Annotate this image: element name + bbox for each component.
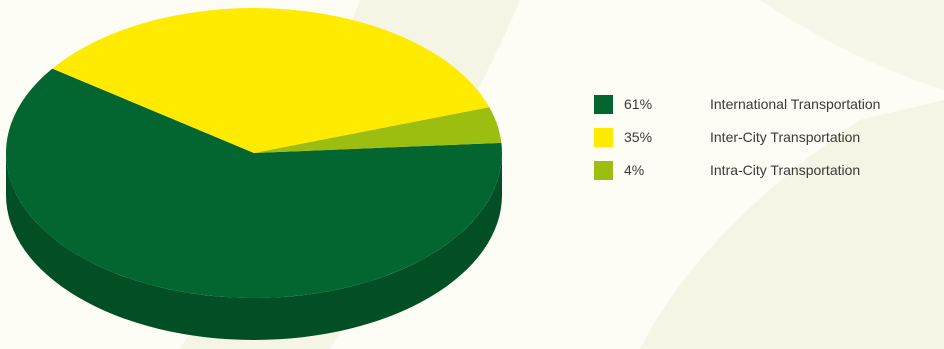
legend-label: Inter-City Transportation (710, 129, 861, 145)
legend-label: Intra-City Transportation (710, 162, 861, 178)
legend-percent: 61% (624, 96, 653, 112)
legend-swatch (594, 127, 613, 147)
pie-slice-intra-city-transportation (254, 107, 502, 153)
pie-side-international-transportation (6, 153, 502, 340)
legend-swatch (594, 160, 613, 180)
legend-item-inter-city: 35% Inter-City Transportation (594, 127, 944, 147)
legend-percent: 4% (624, 162, 645, 178)
pie-chart (6, 7, 502, 340)
legend-percent: 35% (624, 129, 653, 145)
legend-swatch (594, 94, 613, 114)
legend-label: International Transportation (710, 96, 881, 112)
legend-item-international: 61% International Transportation (594, 94, 944, 114)
pie-slice-international-transportation (6, 68, 502, 299)
chart-legend: 61% International Transportation 35% Int… (594, 94, 944, 193)
pie-slice-inter-city-transportation (52, 7, 490, 154)
legend-item-intra-city: 4% Intra-City Transportation (594, 160, 944, 180)
